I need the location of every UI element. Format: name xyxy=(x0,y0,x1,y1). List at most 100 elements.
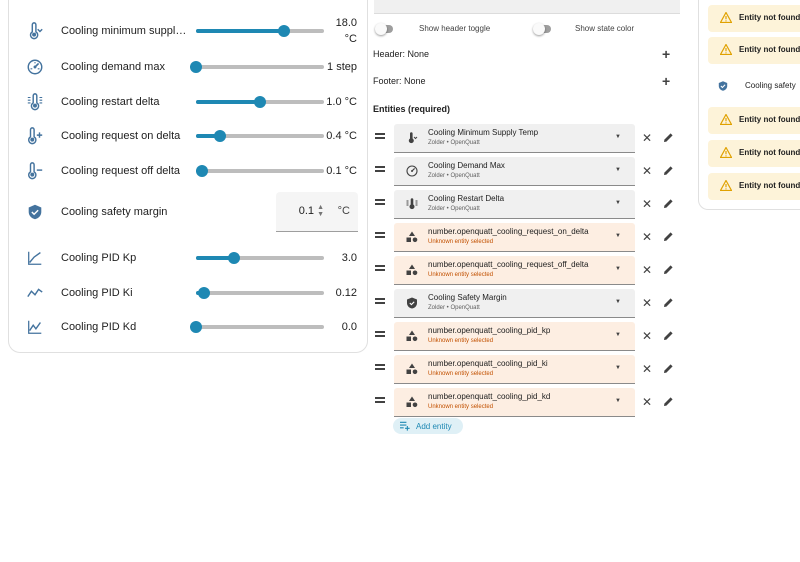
shield-check-icon xyxy=(25,202,45,222)
row-label: Cooling request off delta xyxy=(61,164,181,177)
add-footer-plus-icon[interactable]: + xyxy=(662,73,671,89)
row-cooling-demand-max[interactable]: Cooling demand max 1 step xyxy=(9,49,369,84)
entity-picker[interactable]: Cooling Minimum Supply Temp Zolder • Open… xyxy=(394,124,635,153)
entity-title: number.openquatt_cooling_pid_kd xyxy=(428,392,551,401)
remove-entity-icon[interactable]: ✕ xyxy=(642,395,653,409)
remove-entity-icon[interactable]: ✕ xyxy=(642,263,653,277)
drag-handle-icon[interactable] xyxy=(375,232,385,240)
dropdown-arrow-icon[interactable]: ▼ xyxy=(615,134,621,140)
slider-knob[interactable] xyxy=(190,320,202,333)
minimum-supply-temp-slider[interactable] xyxy=(196,24,324,37)
entity-picker[interactable]: Cooling Demand Max Zolder • OpenQuatt ▼ xyxy=(394,157,635,186)
value-number: 18.0 xyxy=(335,16,357,29)
dropdown-arrow-icon[interactable]: ▼ xyxy=(615,365,621,371)
row-cooling-restart-delta[interactable]: Cooling restart delta 1.0 °C xyxy=(9,84,369,119)
remove-entity-icon[interactable]: ✕ xyxy=(642,329,653,343)
row-cooling-pid-ki[interactable]: Cooling PID Ki 0.12 xyxy=(9,275,369,310)
entity-not-found-warning: Entity not found xyxy=(708,5,800,32)
drag-handle-icon[interactable] xyxy=(375,265,385,273)
footer-setting[interactable]: Footer: None xyxy=(373,76,426,86)
pid-kd-slider[interactable] xyxy=(190,320,324,333)
entity-picker[interactable]: Cooling Safety Margin Zolder • OpenQuatt ▼ xyxy=(394,289,635,318)
add-header-plus-icon[interactable]: + xyxy=(662,46,671,62)
drag-handle-icon[interactable] xyxy=(375,166,385,174)
dropdown-arrow-icon[interactable]: ▼ xyxy=(615,332,621,338)
drag-handle-icon[interactable] xyxy=(375,397,385,405)
row-cooling-minimum-supply-temp[interactable]: Cooling minimum supply t... 18.0 °C xyxy=(9,13,369,48)
dropdown-arrow-icon[interactable]: ▼ xyxy=(615,398,621,404)
drag-handle-icon[interactable] xyxy=(375,331,385,339)
slider-knob[interactable] xyxy=(190,60,202,73)
row-cooling-pid-kp[interactable]: Cooling PID Kp 3.0 xyxy=(9,240,369,275)
slider-knob[interactable] xyxy=(278,24,291,37)
show-header-toggle[interactable] xyxy=(375,23,393,35)
row-cooling-pid-kd[interactable]: Cooling PID Kd 0.0 xyxy=(9,309,369,344)
edit-pencil-icon[interactable] xyxy=(663,231,674,242)
edit-pencil-icon[interactable] xyxy=(663,132,674,143)
edit-pencil-icon[interactable] xyxy=(663,165,674,176)
slider-knob[interactable] xyxy=(214,129,227,142)
row-cooling-request-on-delta[interactable]: Cooling request on delta 0.4 °C xyxy=(9,118,369,153)
entity-picker[interactable]: Cooling Restart Delta Zolder • OpenQuatt ▼ xyxy=(394,190,635,219)
edit-pencil-icon[interactable] xyxy=(663,297,674,308)
spin-arrows-icon[interactable]: ▲ ▼ xyxy=(317,204,324,218)
entity-picker[interactable]: number.openquatt_cooling_request_on_delt… xyxy=(394,223,635,252)
warning-icon xyxy=(720,180,732,191)
entity-row-demand-max: Cooling Demand Max Zolder • OpenQuatt ▼ ✕ xyxy=(372,157,680,186)
edit-pencil-icon[interactable] xyxy=(663,198,674,209)
edit-pencil-icon[interactable] xyxy=(663,330,674,341)
edit-pencil-icon[interactable] xyxy=(663,363,674,374)
shield-check-icon xyxy=(718,81,728,91)
dropdown-arrow-icon[interactable]: ▼ xyxy=(615,200,621,206)
entity-picker[interactable]: number.openquatt_cooling_request_off_del… xyxy=(394,256,635,285)
warning-label: Entity not found xyxy=(739,45,800,54)
input-unit: °C xyxy=(337,205,350,217)
drag-handle-icon[interactable] xyxy=(375,199,385,207)
pid-kp-slider[interactable] xyxy=(196,251,324,264)
gauge-icon xyxy=(406,165,418,177)
entity-row-pid-kp: number.openquatt_cooling_pid_kp Unknown e… xyxy=(372,322,680,351)
drag-handle-icon[interactable] xyxy=(375,298,385,306)
slider-fill xyxy=(196,133,221,138)
slider-knob[interactable] xyxy=(228,251,241,264)
warning-icon xyxy=(720,114,732,125)
demand-max-slider[interactable] xyxy=(190,60,324,73)
drag-handle-icon[interactable] xyxy=(375,133,385,141)
header-setting[interactable]: Header: None xyxy=(373,49,430,59)
entity-row-restart-delta: Cooling Restart Delta Zolder • OpenQuatt ▼… xyxy=(372,190,680,219)
slider-fill xyxy=(196,28,285,33)
remove-entity-icon[interactable]: ✕ xyxy=(642,197,653,211)
entity-picker[interactable]: number.openquatt_cooling_pid_kp Unknown e… xyxy=(394,322,635,351)
remove-entity-icon[interactable]: ✕ xyxy=(642,230,653,244)
warning-icon xyxy=(720,44,732,55)
row-cooling-request-off-delta[interactable]: Cooling request off delta 0.1 °C xyxy=(9,153,369,188)
dropdown-arrow-icon[interactable]: ▼ xyxy=(615,233,621,239)
edit-pencil-icon[interactable] xyxy=(663,396,674,407)
show-state-color-toggle[interactable] xyxy=(533,23,551,35)
pid-ki-slider[interactable] xyxy=(196,286,324,299)
drag-handle-icon[interactable] xyxy=(375,364,385,372)
slider-knob[interactable] xyxy=(196,164,209,177)
remove-entity-icon[interactable]: ✕ xyxy=(642,164,653,178)
entity-picker[interactable]: number.openquatt_cooling_pid_kd Unknown e… xyxy=(394,388,635,417)
remove-entity-icon[interactable]: ✕ xyxy=(642,296,653,310)
edit-pencil-icon[interactable] xyxy=(663,264,674,275)
slider-knob[interactable] xyxy=(254,95,266,108)
entity-picker[interactable]: number.openquatt_cooling_pid_ki Unknown e… xyxy=(394,355,635,384)
row-value: 3.0 xyxy=(341,251,357,264)
restart-delta-slider[interactable] xyxy=(196,95,324,108)
request-on-delta-slider[interactable] xyxy=(196,129,324,142)
dropdown-arrow-icon[interactable]: ▼ xyxy=(615,299,621,305)
shapes-icon xyxy=(406,363,418,375)
remove-entity-icon[interactable]: ✕ xyxy=(642,362,653,376)
request-off-delta-slider[interactable] xyxy=(196,164,324,177)
slider-knob[interactable] xyxy=(197,286,210,299)
entity-subtitle: Zolder • OpenQuatt xyxy=(428,305,480,311)
dropdown-arrow-icon[interactable]: ▼ xyxy=(615,167,621,173)
add-entity-button[interactable]: Add entity xyxy=(393,418,463,434)
dropdown-arrow-icon[interactable]: ▼ xyxy=(615,266,621,272)
remove-entity-icon[interactable]: ✕ xyxy=(642,131,653,145)
chart-areaspline-icon xyxy=(25,317,45,337)
entity-subtitle: Unknown entity selected xyxy=(428,338,494,344)
safety-margin-input[interactable]: 0.1 ▲ ▼ °C xyxy=(276,192,358,232)
